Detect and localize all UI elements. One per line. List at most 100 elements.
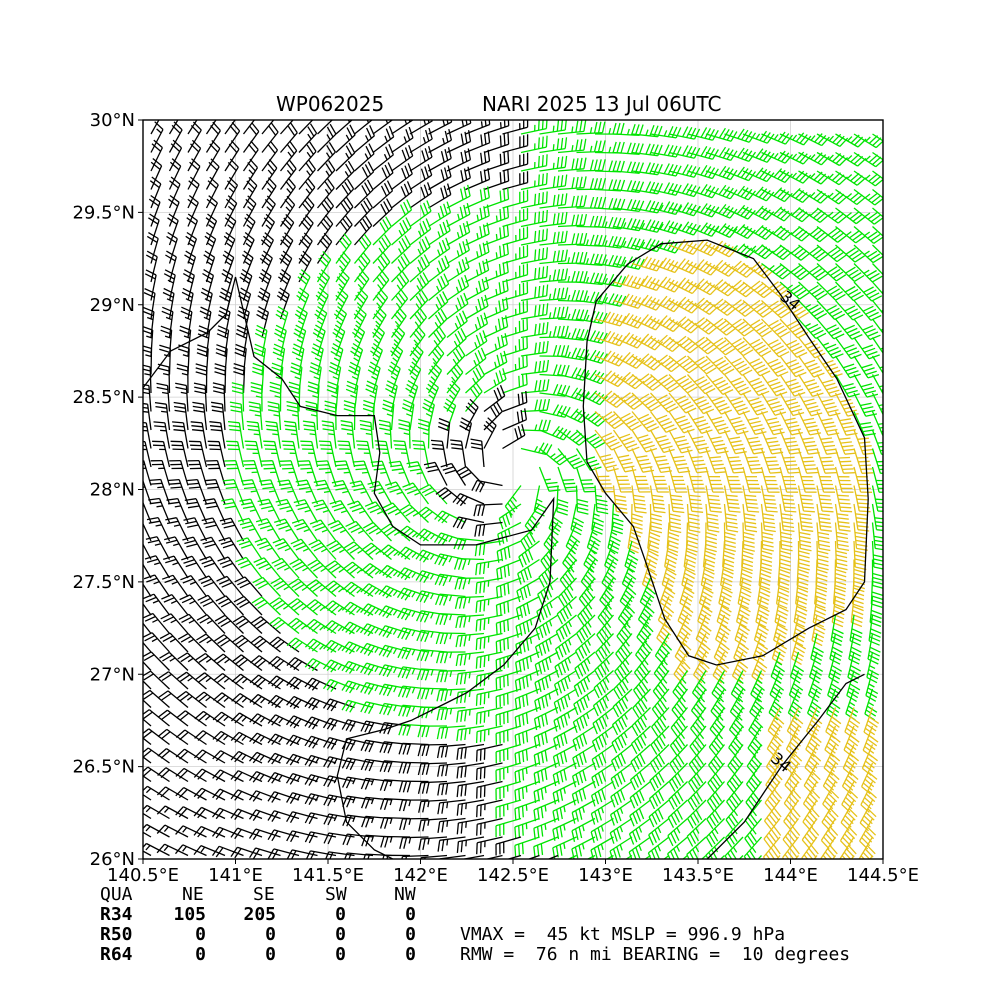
wind-barb (456, 799, 485, 816)
wind-barb (380, 835, 411, 848)
wind-barb (650, 725, 670, 755)
wind-barb (279, 232, 294, 264)
wind-barb (668, 466, 688, 493)
wind-barb (594, 179, 626, 192)
wind-barb (524, 503, 541, 535)
wind-barb (760, 448, 782, 474)
wind-barb (474, 521, 503, 537)
wind-barb (853, 503, 870, 532)
wind-barb (668, 355, 699, 374)
wind-barb (304, 638, 337, 653)
wind-barb (333, 305, 347, 338)
wind-barb (143, 522, 152, 542)
y-tick-label: 26.5°N (72, 757, 135, 778)
wind-barb (760, 503, 776, 533)
wind-barb (354, 143, 375, 172)
wind-barb (435, 487, 466, 505)
wind-barb (538, 466, 561, 492)
wind-barb (456, 817, 485, 835)
wind-barb (502, 336, 528, 357)
wind-barb (239, 268, 253, 301)
wind-barb (340, 420, 356, 449)
wind-barb (839, 836, 857, 859)
wind-barb (143, 345, 153, 375)
wind-barb (176, 690, 207, 709)
wind-barb (382, 399, 395, 431)
wind-barb (189, 440, 208, 468)
storm-time-title: NARI 2025 13 Jul 06UTC (482, 92, 722, 116)
wind-barb (341, 641, 374, 655)
wind-barb (502, 318, 529, 339)
wind-barb (668, 258, 701, 275)
wind-barb (446, 362, 464, 394)
wind-barb (252, 576, 281, 597)
wind-barb (628, 817, 651, 845)
wind-barb (824, 725, 841, 758)
wind-barb (713, 633, 730, 666)
wind-barb (315, 287, 329, 320)
wind-barb (742, 448, 764, 474)
wind-barb (193, 825, 226, 838)
wind-barb (157, 709, 189, 727)
wind-barb (676, 614, 693, 647)
wind-barb (649, 762, 670, 792)
wind-barb (761, 168, 793, 183)
wind-barb (533, 706, 559, 731)
wind-barb (687, 239, 720, 257)
wind-barb (168, 121, 183, 153)
wind-barb (594, 448, 619, 472)
wind-barb (763, 818, 782, 849)
wind-barb (354, 125, 375, 153)
wind-barb (853, 374, 879, 398)
wind-barb (353, 233, 372, 264)
wind-barb (476, 780, 503, 799)
wind-barb (242, 120, 256, 135)
wind-barb (353, 306, 367, 338)
wind-barb (605, 854, 614, 859)
wind-barb (557, 308, 589, 322)
wind-barb (437, 780, 466, 796)
wind-barb (798, 281, 828, 301)
wind-barb (539, 249, 568, 265)
wind-barb (279, 250, 293, 283)
wind-barb (465, 204, 490, 228)
wind-barb (250, 381, 263, 412)
wind-barb (760, 355, 789, 377)
wind-barb (295, 479, 319, 505)
wind-barb (267, 791, 300, 803)
wind-barb (779, 466, 799, 493)
wind-barb (260, 232, 274, 264)
wind-barb (631, 411, 660, 432)
wind-barb (473, 503, 503, 517)
wind-barb (705, 317, 736, 336)
wind-barb (514, 817, 540, 839)
wind-barb (209, 421, 226, 449)
wind-barb (853, 207, 883, 225)
wind-barb (465, 330, 488, 357)
wind-barb (269, 597, 300, 616)
wind-barb (705, 466, 725, 493)
wind-barb (570, 503, 584, 536)
wind-barb (514, 706, 540, 729)
wind-barb (196, 614, 226, 634)
wind-barb (816, 355, 843, 379)
wind-barb (502, 408, 528, 431)
wind-barb (166, 497, 189, 523)
wind-barb (871, 429, 883, 456)
wind-barb (835, 207, 866, 225)
wind-barb (650, 163, 682, 177)
wind-barb (571, 836, 596, 859)
wind-barb (729, 688, 745, 721)
wind-barb (205, 459, 226, 486)
wind-barb (539, 287, 569, 302)
wind-barb (159, 632, 189, 653)
wind-barb (656, 614, 674, 647)
wind-barb (391, 181, 413, 209)
wind-barb (520, 379, 550, 394)
wind-barb (834, 522, 850, 552)
wind-barb (267, 752, 300, 765)
wind-barb (450, 439, 467, 468)
wind-barb (143, 459, 152, 486)
wind-barb (495, 688, 522, 709)
x-tick-label: 141°E (208, 865, 263, 886)
